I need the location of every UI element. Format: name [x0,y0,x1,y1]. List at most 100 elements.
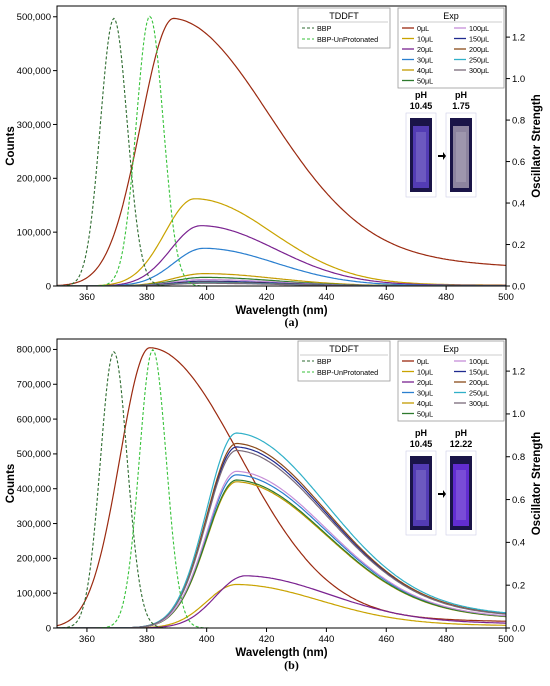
y2-tick-label: 0.4 [512,198,525,209]
y-tick-label: 400,000 [17,66,51,77]
inset-left-ph-label: pH [415,428,427,438]
exp-legend-label-8: 200μL [469,378,489,387]
exp-legend-label-6: 100μL [469,24,489,33]
inset-left-ph-value: 10.45 [410,439,433,449]
x-tick-label: 380 [139,634,155,645]
y-axis-label: Counts [5,126,17,166]
x-tick-label: 500 [498,634,514,645]
x-tick-label: 440 [318,634,334,645]
x-tick-label: 460 [378,634,394,645]
y2-tick-label: 0.2 [512,240,525,251]
y-tick-label: 600,000 [17,414,51,425]
cuvette-glow [453,464,469,526]
y-tick-label: 800,000 [17,345,51,356]
y2-tick-label: 1.0 [512,409,525,420]
y-tick-label: 300,000 [17,120,51,131]
x-tick-label: 420 [259,634,275,645]
y-tick-label: 0 [46,623,51,634]
y2-tick-label: 0.8 [512,115,525,126]
x-tick-label: 420 [259,292,275,303]
tddft-legend-box [297,7,391,49]
tddft-legend-title: TDDFT [329,11,359,21]
y-tick-label: 200,000 [17,174,51,185]
exp-legend-label-7: 150μL [469,35,489,44]
panel-caption: (b) [284,658,299,672]
tddft-legend-label-1: BBP-UnProtonated [317,35,378,44]
y-tick-label: 500,000 [17,12,51,23]
x-tick-label: 480 [438,634,454,645]
exp-legend-label-8: 200μL [469,45,489,54]
exp-legend-label-0: 0μL [417,357,429,366]
x-tick-label: 400 [199,634,215,645]
x-tick-label: 440 [318,292,334,303]
exp-series-line-2 [57,575,506,628]
plot-frame [56,5,507,287]
inset-right-ph-value: 12.22 [450,439,473,449]
exp-series-line-0 [57,347,506,627]
chart-panel-1: 360 380 400 420 440 460 480 500 0 100,000 200,000 3… [5,338,543,672]
y2-tick-label: 0.8 [512,452,525,463]
exp-legend-label-4: 40μL [417,66,433,75]
exp-legend-label-2: 20μL [417,378,433,387]
exp-series-line-0 [57,17,506,286]
inset-right-ph-label: pH [455,428,467,438]
y2-tick-label: 1.0 [512,74,525,85]
y-tick-label: 100,000 [17,588,51,599]
y2-axis-label: Oscillator Strength [531,432,543,536]
tddft-legend-title: TDDFT [329,344,359,354]
cuvette-highlight [416,470,426,520]
exp-legend-label-10: 300μL [469,399,489,408]
y-tick-label: 700,000 [17,380,51,391]
exp-legend-box [397,340,505,422]
inset-right-ph-label: pH [455,90,467,100]
plot-frame [56,338,507,629]
cuvette-highlight [416,132,426,182]
exp-legend-label-4: 40μL [417,399,433,408]
exp-legend-box [397,7,505,89]
exp-legend-label-9: 250μL [469,389,489,398]
arrow-right-icon [438,152,446,160]
plot-area [57,347,506,628]
exp-legend-label-10: 300μL [469,66,489,75]
exp-legend-label-0: 0μL [417,24,429,33]
x-tick-label: 460 [378,292,394,303]
exp-legend-title: Exp [443,11,459,21]
inset-left-ph-label: pH [415,90,427,100]
exp-legend-label-3: 30μL [417,56,433,65]
exp-legend-label-2: 20μL [417,45,433,54]
x-axis-label: Wavelength (nm) [235,305,327,317]
exp-legend-label-3: 30μL [417,389,433,398]
x-tick-label: 500 [498,292,514,303]
cuvette-highlight [456,132,466,182]
y2-tick-label: 0.4 [512,538,525,549]
inset-right-ph-value: 1.75 [452,101,470,111]
y2-tick-label: 0.6 [512,495,525,506]
x-tick-label: 380 [139,292,155,303]
y2-tick-label: 0.0 [512,623,525,634]
x-tick-label: 360 [79,634,95,645]
y2-tick-label: 1.2 [512,366,525,377]
arrow-right-icon [438,490,446,498]
y2-tick-label: 0.6 [512,157,525,168]
cuvette-glow [453,126,469,188]
exp-series-line-5 [57,479,506,628]
exp-series-line-10 [57,449,506,628]
tddft-legend-label-0: BBP [317,24,332,33]
y-tick-label: 300,000 [17,519,51,530]
cuvette-glow [413,126,429,188]
x-tick-label: 480 [438,292,454,303]
cuvette-highlight [456,470,466,520]
y2-tick-label: 1.2 [512,32,525,43]
y-tick-label: 0 [46,281,51,292]
y2-tick-label: 0.2 [512,580,525,591]
exp-legend-label-5: 50μL [417,77,433,86]
y-axis-label: Counts [5,464,17,504]
y2-axis-label: Oscillator Strength [531,94,543,198]
exp-series-line-2 [57,225,506,286]
panel-caption: (a) [285,315,299,329]
exp-legend-label-6: 100μL [469,357,489,366]
x-axis-label: Wavelength (nm) [235,647,327,659]
